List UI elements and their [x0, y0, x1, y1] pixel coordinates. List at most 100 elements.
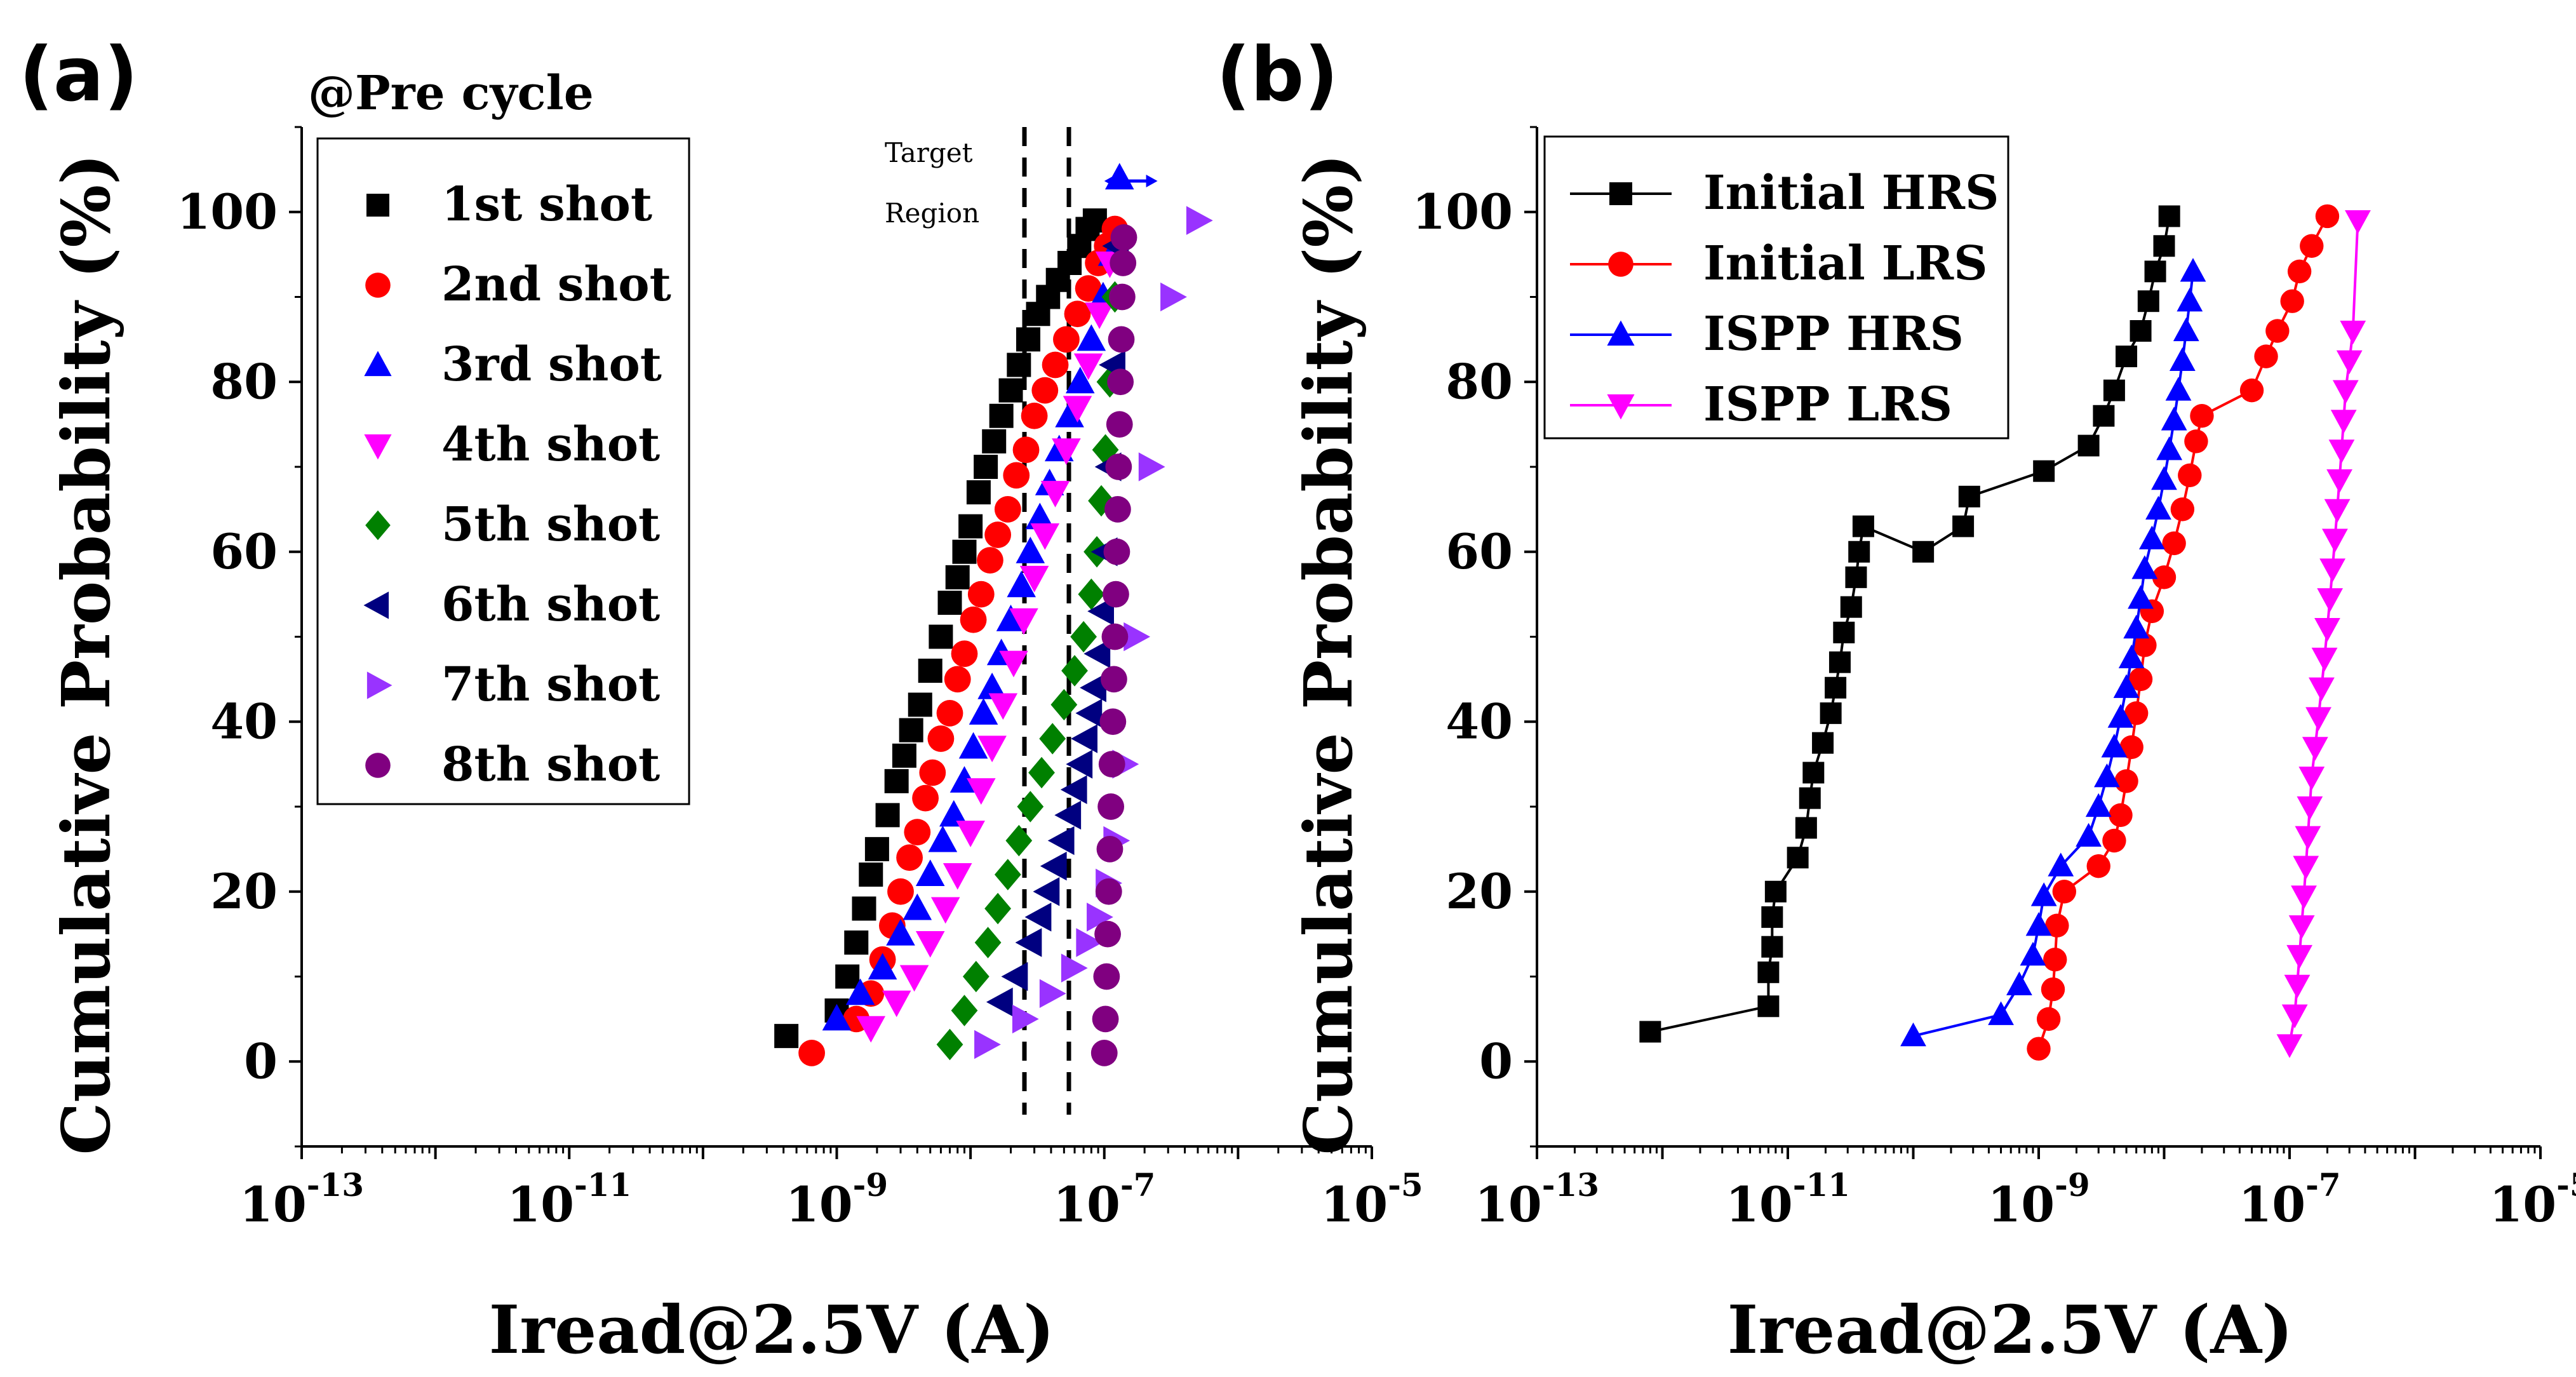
data-point: [929, 624, 953, 649]
target-region-arrowhead-right: [1146, 175, 1158, 187]
data-point: [1104, 163, 1134, 190]
data-point: [2144, 260, 2166, 283]
data-point: [2086, 854, 2110, 878]
data-point: [1028, 756, 1055, 789]
data-point: [2265, 319, 2290, 343]
panel-a-data: [774, 163, 1213, 1066]
data-point: [882, 990, 911, 1018]
data-point: [1070, 621, 1097, 653]
data-point: [2162, 531, 2186, 556]
data-point: [1092, 1005, 1119, 1033]
data-point: [2184, 429, 2208, 453]
data-point: [936, 1028, 963, 1061]
data-point: [892, 743, 916, 768]
data-point: [936, 699, 963, 727]
data-point: [2180, 258, 2206, 282]
data-point: [977, 673, 1007, 699]
data-point: [2025, 912, 2052, 936]
data-point: [1097, 793, 1125, 820]
data-point: [2048, 852, 2074, 877]
series-4th-shot: [856, 251, 1125, 1043]
data-point: [958, 732, 988, 759]
data-point: [852, 896, 876, 921]
data-point: [1075, 699, 1103, 728]
data-point: [2094, 763, 2120, 788]
data-point: [1039, 723, 1066, 755]
y-tick-label: 80: [1446, 353, 1513, 410]
data-point: [1039, 979, 1066, 1009]
data-point: [2123, 614, 2150, 639]
data-point: [2033, 460, 2055, 482]
data-point: [1110, 250, 1137, 276]
data-point: [2093, 405, 2115, 427]
data-point: [1107, 368, 1134, 396]
x-tick-label: 10-11: [1726, 1166, 1850, 1233]
data-point: [2041, 977, 2065, 1002]
data-point: [1003, 462, 1030, 489]
data-point: [2137, 290, 2159, 312]
data-point: [2052, 880, 2077, 904]
legend-item: 5th shot: [365, 497, 660, 552]
data-point: [1054, 800, 1082, 830]
data-point: [2101, 734, 2128, 758]
data-point: [999, 650, 1028, 678]
data-point: [2319, 558, 2346, 582]
data-point: [2124, 701, 2149, 725]
data-point: [2114, 769, 2138, 793]
data-point: [2036, 1007, 2061, 1031]
data-point: [845, 978, 875, 1005]
data-point: [899, 718, 923, 742]
data-point: [1848, 541, 1870, 563]
data-point: [989, 403, 1014, 428]
data-point: [919, 759, 946, 786]
data-point: [1047, 826, 1075, 856]
series-1st-shot: [774, 208, 1107, 1049]
data-point: [2190, 404, 2214, 428]
data-point: [2020, 941, 2046, 966]
data-point: [835, 964, 860, 989]
y-tick-label: 40: [210, 693, 278, 749]
data-point: [2314, 617, 2340, 642]
condition-note: @Pre cycle: [308, 66, 594, 121]
data-point: [951, 995, 978, 1026]
data-point: [1017, 791, 1044, 823]
data-point: [1076, 928, 1103, 957]
legend-marker: [365, 272, 391, 298]
data-point: [2291, 885, 2317, 910]
data-point: [927, 725, 955, 752]
series-line: [2037, 215, 2329, 1049]
data-point: [2131, 555, 2158, 579]
legend-marker: [364, 351, 392, 377]
data-point: [974, 927, 1002, 958]
data-point: [1031, 377, 1059, 404]
data-point: [1105, 453, 1132, 480]
data-point: [1761, 936, 1783, 958]
data-point: [984, 892, 1012, 925]
data-point: [884, 769, 909, 793]
target-region-label-line2: Region: [885, 198, 979, 229]
series-initial-hrs: [1639, 205, 2180, 1043]
data-point: [2324, 499, 2351, 523]
y-tick-label: 0: [1479, 1033, 1513, 1089]
panel-a-label: (a): [19, 30, 138, 118]
x-tick-label: 10-13: [239, 1166, 364, 1233]
data-point: [1064, 300, 1091, 328]
data-point: [1101, 623, 1129, 650]
data-point: [2109, 803, 2133, 828]
data-point: [1007, 570, 1036, 598]
data-point: [1050, 688, 1078, 721]
data-point: [1098, 751, 1125, 778]
data-point: [2030, 882, 2057, 906]
data-point: [915, 859, 945, 887]
data-point: [2309, 677, 2335, 701]
data-point: [822, 1004, 852, 1031]
data-point: [996, 605, 1026, 631]
data-point: [1104, 495, 1131, 523]
data-point: [1093, 963, 1120, 990]
data-point: [1106, 411, 1133, 438]
y-tick-label: 0: [244, 1033, 278, 1089]
data-point: [844, 930, 869, 955]
legend-item: Initial HRS: [1570, 166, 1999, 220]
data-point: [2045, 913, 2069, 937]
panel-b-y-axis-title: Cumulative Probability (%): [1289, 154, 1367, 1155]
